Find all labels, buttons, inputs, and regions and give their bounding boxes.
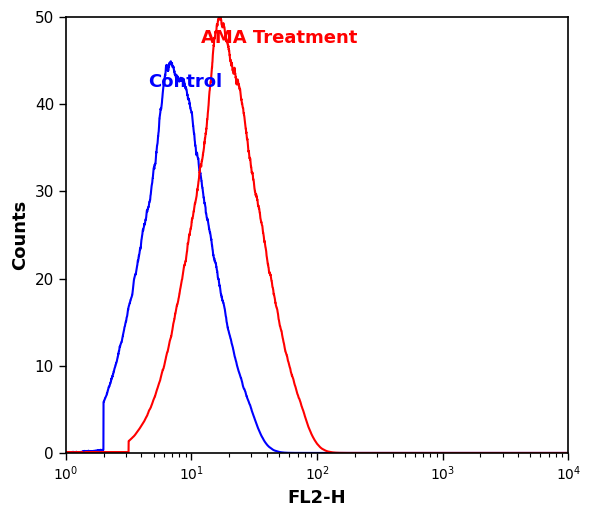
Text: Control: Control bbox=[148, 73, 222, 91]
Y-axis label: Counts: Counts bbox=[11, 200, 29, 270]
X-axis label: FL2-H: FL2-H bbox=[288, 489, 346, 507]
Text: AMA Treatment: AMA Treatment bbox=[201, 29, 358, 47]
